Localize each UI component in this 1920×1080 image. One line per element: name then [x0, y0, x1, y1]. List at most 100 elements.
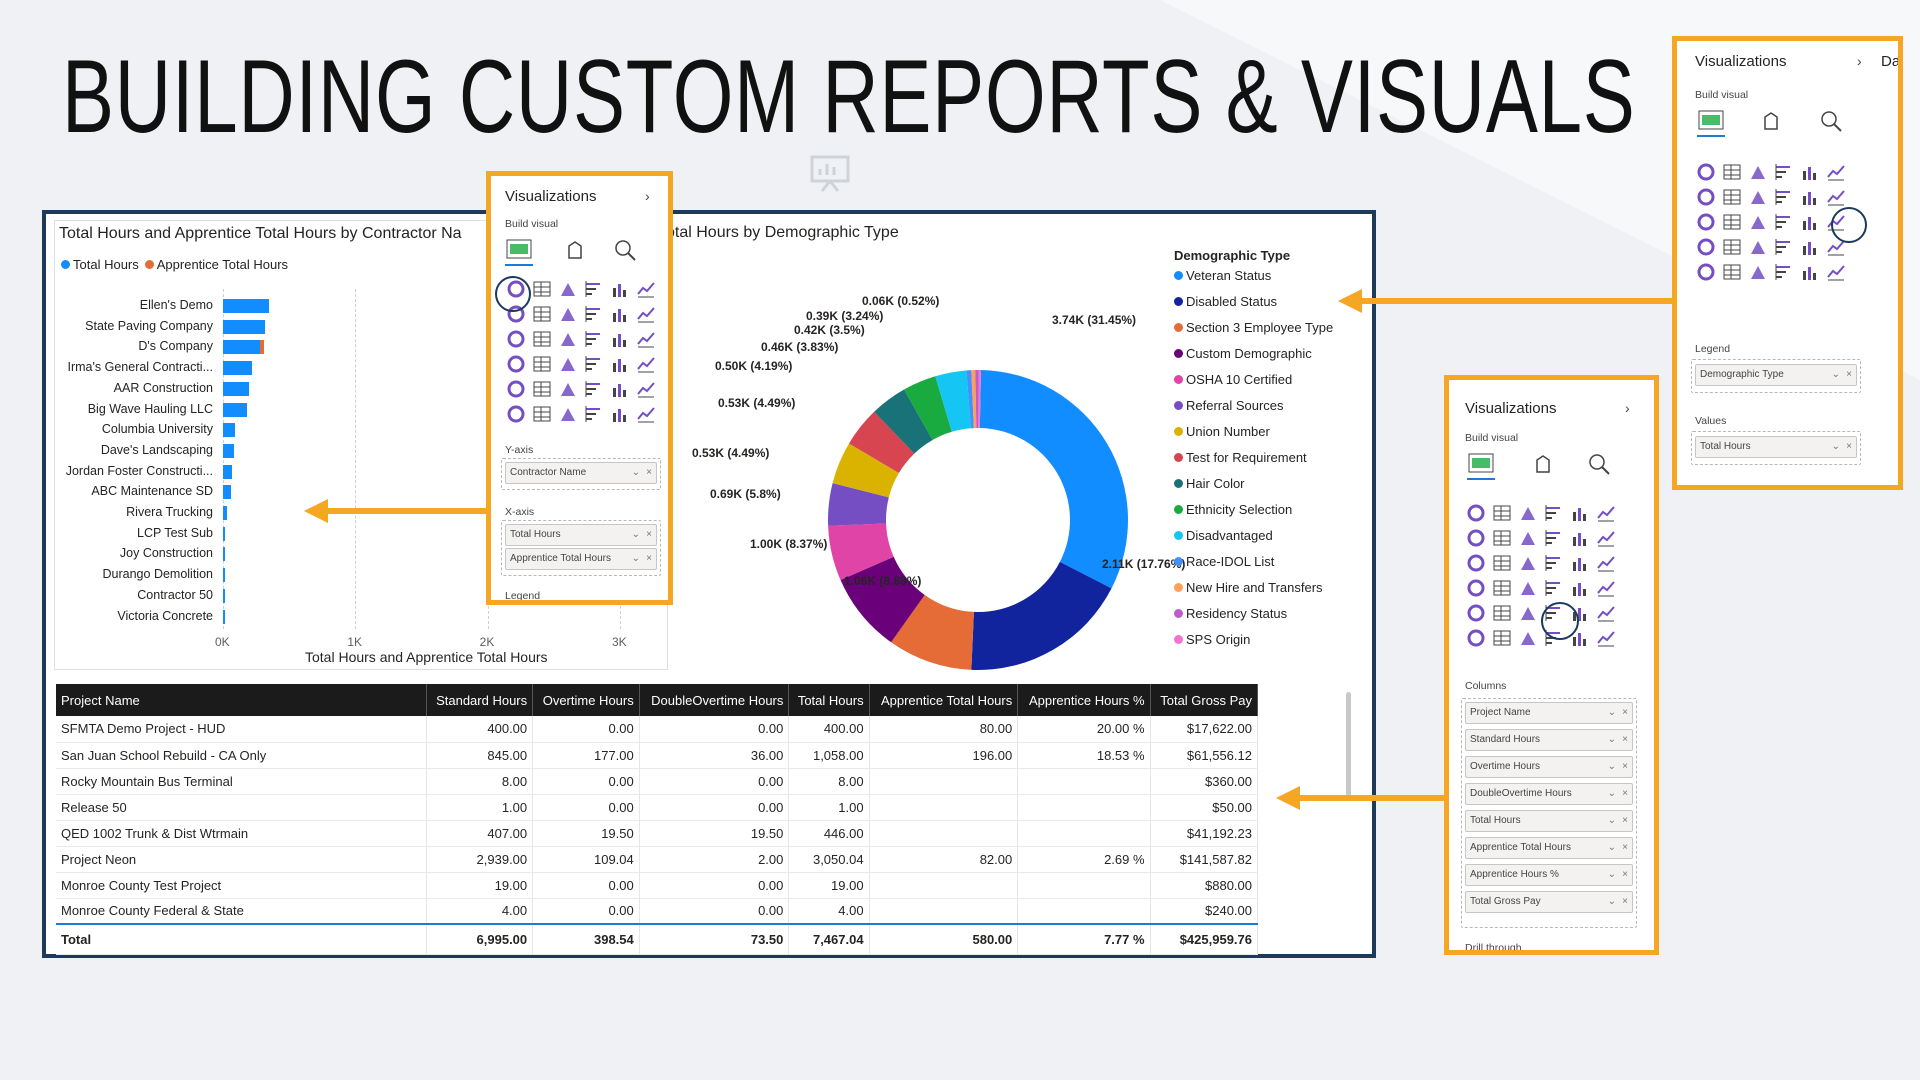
bar-total-hours[interactable]: [223, 506, 227, 520]
column-field-well[interactable]: Standard Hours ⌄ ×: [1465, 729, 1633, 751]
column-header[interactable]: Apprentice Hours %: [1017, 684, 1151, 716]
table-row[interactable]: Monroe County Test Project 19.00 0.00 0.00 1…: [56, 872, 1259, 899]
visual-type-icon[interactable]: [1748, 213, 1768, 231]
legend-item[interactable]: New Hire and Transfers: [1174, 580, 1323, 595]
visual-type-icon[interactable]: [558, 330, 578, 348]
donut-slice-hair-color[interactable]: [874, 389, 933, 454]
visual-type-icon[interactable]: [506, 405, 526, 423]
column-header[interactable]: Project Name: [56, 684, 427, 716]
visual-type-icon[interactable]: [1596, 504, 1616, 522]
table-row[interactable]: Monroe County Federal & State 4.00 0.00 0.0…: [56, 898, 1259, 925]
visual-type-icon[interactable]: [584, 380, 604, 398]
visual-type-icon[interactable]: [1596, 554, 1616, 572]
bar-total-hours[interactable]: [223, 381, 250, 396]
table-row[interactable]: Project Neon 2,939.00 109.04 2.00 3,050.04 82…: [56, 846, 1259, 873]
table-scrollbar[interactable]: [1346, 692, 1351, 796]
visual-type-icon[interactable]: [1466, 604, 1486, 622]
visual-type-icon[interactable]: [1596, 529, 1616, 547]
collapse-chevron-icon[interactable]: ›: [1857, 53, 1862, 69]
visual-type-icon[interactable]: [610, 380, 630, 398]
bar-total-hours[interactable]: [223, 443, 234, 458]
bar-total-hours[interactable]: [223, 485, 231, 500]
visual-type-icon[interactable]: [584, 305, 604, 323]
visual-type-icon[interactable]: [506, 330, 526, 348]
legend-item[interactable]: Test for Requirement: [1174, 450, 1307, 465]
visual-type-icon[interactable]: [1800, 163, 1820, 181]
legend-item[interactable]: Veteran Status: [1174, 268, 1271, 283]
legend-item[interactable]: Referral Sources: [1174, 398, 1284, 413]
visual-type-icon[interactable]: [1748, 163, 1768, 181]
visual-type-icon[interactable]: [558, 405, 578, 423]
visual-type-icon[interactable]: [1826, 263, 1846, 281]
visual-type-icon[interactable]: [1748, 238, 1768, 256]
build-visual-tab-icon[interactable]: [505, 236, 533, 264]
bar-total-hours[interactable]: [223, 340, 261, 355]
visual-type-icon[interactable]: [610, 330, 630, 348]
visual-type-icon[interactable]: [1774, 263, 1794, 281]
visual-type-icon[interactable]: [1826, 188, 1846, 206]
visual-type-icon[interactable]: [558, 355, 578, 373]
visual-type-icon[interactable]: [506, 380, 526, 398]
legend-item[interactable]: Hair Color: [1174, 476, 1245, 491]
visual-type-icon[interactable]: [1696, 188, 1716, 206]
bar-total-hours[interactable]: [223, 568, 225, 583]
legend-item[interactable]: Disabled Status: [1174, 294, 1277, 309]
column-field-well[interactable]: DoubleOvertime Hours ⌄ ×: [1465, 783, 1633, 805]
bar-total-hours[interactable]: [223, 319, 266, 334]
visual-type-icon[interactable]: [610, 305, 630, 323]
visual-type-icon[interactable]: [1696, 238, 1716, 256]
column-field-well[interactable]: Overtime Hours ⌄ ×: [1465, 756, 1633, 778]
visual-type-icon[interactable]: [1722, 263, 1742, 281]
format-visual-tab-icon[interactable]: [1757, 107, 1785, 135]
legend-item[interactable]: Residency Status: [1174, 606, 1287, 621]
analytics-tab-icon[interactable]: [1585, 450, 1613, 478]
visual-type-icon[interactable]: [1466, 554, 1486, 572]
column-header[interactable]: DoubleOvertime Hours: [639, 684, 790, 716]
visual-type-icon[interactable]: [532, 280, 552, 298]
field-total-hours[interactable]: Total Hours ⌄ ×: [1695, 436, 1857, 458]
visual-type-icon[interactable]: [1544, 529, 1564, 547]
visual-type-icon[interactable]: [1518, 529, 1538, 547]
visual-type-icon[interactable]: [610, 355, 630, 373]
legend-item[interactable]: Union Number: [1174, 424, 1270, 439]
visual-type-icon[interactable]: [1492, 554, 1512, 572]
visual-type-icon[interactable]: [1800, 188, 1820, 206]
visual-type-icon[interactable]: [1544, 504, 1564, 522]
visual-type-icon[interactable]: [1774, 213, 1794, 231]
visual-type-icon[interactable]: [558, 305, 578, 323]
visual-type-icon[interactable]: [1570, 554, 1590, 572]
visual-type-icon[interactable]: [1774, 163, 1794, 181]
visual-type-icon[interactable]: [1518, 604, 1538, 622]
donut-slice-disadvantaged[interactable]: [935, 370, 971, 432]
donut-slice-custom-demographic[interactable]: [840, 556, 925, 643]
column-field-well[interactable]: Total Hours ⌄ ×: [1465, 810, 1633, 832]
column-field-well[interactable]: Project Name ⌄ ×: [1465, 702, 1633, 724]
visual-type-icon[interactable]: [1570, 529, 1590, 547]
visual-type-icon[interactable]: [584, 355, 604, 373]
visual-type-icon[interactable]: [1466, 529, 1486, 547]
visual-type-icon[interactable]: [558, 380, 578, 398]
visual-type-icon[interactable]: [1518, 579, 1538, 597]
table-row[interactable]: Release 50 1.00 0.00 0.00 1.00 $50.00: [56, 794, 1259, 821]
field-total-hours[interactable]: Total Hours ⌄ ×: [505, 524, 657, 546]
visual-type-icon[interactable]: [558, 280, 578, 298]
visual-type-icon[interactable]: [1596, 579, 1616, 597]
bar-total-hours[interactable]: [223, 609, 225, 624]
visual-type-icon[interactable]: [1492, 629, 1512, 647]
bar-total-hours[interactable]: [223, 464, 233, 479]
visual-type-icon[interactable]: [1570, 504, 1590, 522]
column-header[interactable]: Overtime Hours: [532, 684, 640, 716]
visual-type-icon[interactable]: [1696, 263, 1716, 281]
analytics-tab-icon[interactable]: [611, 236, 639, 264]
visual-type-icon[interactable]: [1696, 213, 1716, 231]
visual-type-icon[interactable]: [532, 330, 552, 348]
visual-type-icon[interactable]: [636, 355, 656, 373]
build-visual-tab-icon[interactable]: [1697, 107, 1725, 135]
visual-type-icon[interactable]: [636, 280, 656, 298]
visual-type-icon[interactable]: [1774, 188, 1794, 206]
visual-type-icon[interactable]: [1748, 188, 1768, 206]
visual-type-icon[interactable]: [1722, 238, 1742, 256]
format-visual-tab-icon[interactable]: [1529, 450, 1557, 478]
visual-type-icon[interactable]: [1826, 238, 1846, 256]
legend-item[interactable]: Section 3 Employee Type: [1174, 320, 1333, 335]
